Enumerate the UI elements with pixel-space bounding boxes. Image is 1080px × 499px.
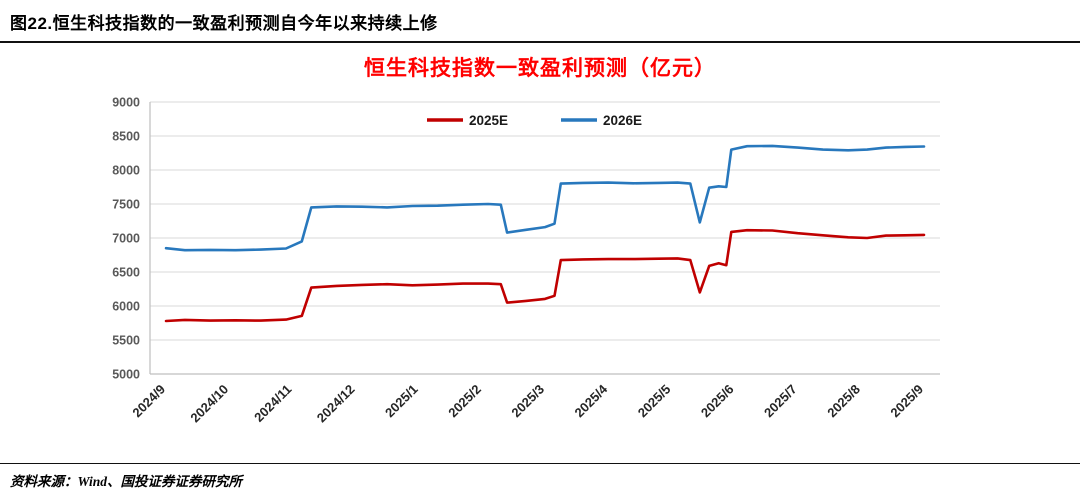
y-axis-tick-label: 9000 [112, 96, 140, 110]
y-axis-tick-label: 5500 [112, 334, 140, 348]
y-axis-tick-label: 8000 [112, 164, 140, 178]
x-axis-tick-label: 2025/9 [887, 382, 926, 421]
x-axis-tick-label: 2025/6 [698, 382, 737, 421]
line-chart: 5000 5500 6000 6500 7000 7500 8000 8500 9000 2024… [112, 96, 940, 426]
y-axis-tick-label: 6000 [112, 300, 140, 314]
figure-caption: 图22.恒生科技指数的一致盈利预测自今年以来持续上修 [0, 0, 1080, 43]
x-axis-tick-label: 2024/10 [187, 382, 231, 426]
x-axis-tick-label: 2024/9 [129, 382, 168, 421]
chart-title: 恒生科技指数一致盈利预测（亿元） [364, 57, 716, 80]
x-axis-tick-label: 2025/4 [572, 381, 611, 420]
y-axis-tick-label: 7500 [112, 198, 140, 212]
source-note: 资料来源：Wind、国投证券证券研究所 [0, 463, 1080, 499]
chart-area: 5000 5500 6000 6500 7000 7500 8000 8500 9000 2024… [0, 82, 1080, 460]
x-axis-tick-label: 2025/8 [824, 382, 863, 421]
x-axis-tick-label: 2025/1 [382, 382, 421, 421]
y-axis-tick-label: 5000 [112, 368, 140, 382]
x-axis-tick-label: 2025/3 [508, 382, 547, 421]
x-axis-tick-label: 2024/12 [314, 382, 358, 426]
series-line-2026E [164, 144, 926, 252]
x-axis-tick-label: 2025/5 [635, 382, 674, 421]
x-axis-tick-label: 2024/11 [251, 382, 294, 425]
x-axis-tick-label: 2025/2 [445, 382, 484, 421]
x-axis-tick-label: 2025/7 [761, 382, 800, 421]
legend-label-2025E: 2025E [469, 113, 508, 128]
y-axis-tick-label: 6500 [112, 266, 140, 280]
y-axis-tick-label: 8500 [112, 130, 140, 144]
legend-label-2026E: 2026E [603, 113, 642, 128]
series-line-2025E [164, 228, 926, 323]
y-axis-tick-label: 7000 [112, 232, 140, 246]
